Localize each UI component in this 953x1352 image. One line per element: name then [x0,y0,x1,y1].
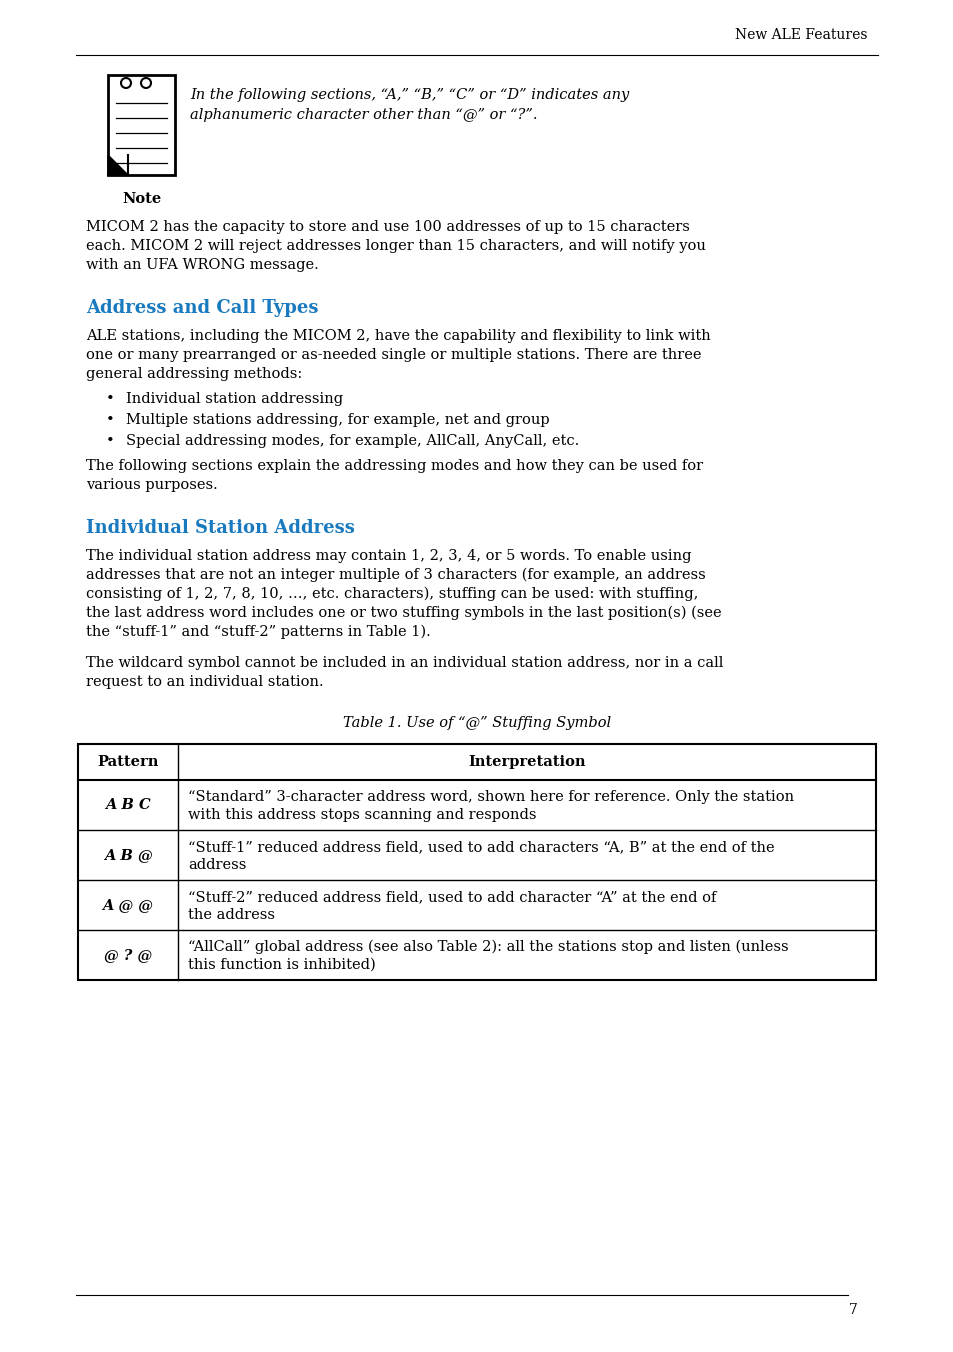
Text: address: address [188,859,246,872]
Text: each. MICOM 2 will reject addresses longer than 15 characters, and will notify y: each. MICOM 2 will reject addresses long… [86,239,705,253]
Text: •: • [106,412,114,427]
Text: A B @: A B @ [104,848,152,863]
Text: with an UFA WRONG message.: with an UFA WRONG message. [86,258,318,272]
Text: @ ? @: @ ? @ [104,948,152,963]
Bar [108,74,174,174]
Text: In the following sections, “A,” “B,” “C” or “D” indicates any: In the following sections, “A,” “B,” “C”… [190,88,629,101]
Text: A @ @: A @ @ [103,898,153,913]
Text: various purposes.: various purposes. [86,479,217,492]
Text: MICOM 2 has the capacity to store and use 100 addresses of up to 15 characters: MICOM 2 has the capacity to store and us… [86,220,689,234]
Text: request to an individual station.: request to an individual station. [86,675,323,690]
Text: “AllCall” global address (see also Table 2): all the stations stop and listen (u: “AllCall” global address (see also Table… [188,940,788,955]
Text: ALE stations, including the MICOM 2, have the capability and flexibility to link: ALE stations, including the MICOM 2, hav… [86,329,710,343]
Text: A B C: A B C [105,798,151,813]
Text: Individual station addressing: Individual station addressing [126,392,343,406]
Polygon shape [108,155,128,174]
Text: this function is inhibited): this function is inhibited) [188,959,375,972]
Text: Note: Note [122,192,161,206]
Text: •: • [106,434,114,448]
Circle shape [141,78,151,88]
Text: one or many prearranged or as-needed single or multiple stations. There are thre: one or many prearranged or as-needed sin… [86,347,700,362]
Text: consisting of 1, 2, 7, 8, 10, …, etc. characters), stuffing can be used: with st: consisting of 1, 2, 7, 8, 10, …, etc. ch… [86,587,698,602]
Text: The individual station address may contain 1, 2, 3, 4, or 5 words. To enable usi: The individual station address may conta… [86,549,691,562]
Circle shape [121,78,131,88]
Text: addresses that are not an integer multiple of 3 characters (for example, an addr: addresses that are not an integer multip… [86,568,705,583]
Text: Address and Call Types: Address and Call Types [86,299,318,316]
Text: •: • [106,392,114,406]
Text: with this address stops scanning and responds: with this address stops scanning and res… [188,808,536,822]
Text: Pattern: Pattern [97,754,158,769]
Text: the last address word includes one or two stuffing symbols in the last position(: the last address word includes one or tw… [86,606,720,621]
Text: the “stuff-1” and “stuff-2” patterns in Table 1).: the “stuff-1” and “stuff-2” patterns in … [86,625,431,639]
Text: alphanumeric character other than “@” or “?”.: alphanumeric character other than “@” or… [190,108,537,122]
Text: “Stuff-1” reduced address field, used to add characters “A, B” at the end of the: “Stuff-1” reduced address field, used to… [188,840,774,854]
Text: Multiple stations addressing, for example, net and group: Multiple stations addressing, for exampl… [126,412,549,427]
Text: Interpretation: Interpretation [468,754,585,769]
Text: New ALE Features: New ALE Features [735,28,867,42]
Text: Special addressing modes, for example, AllCall, AnyCall, etc.: Special addressing modes, for example, A… [126,434,578,448]
Text: “Standard” 3-character address word, shown here for reference. Only the station: “Standard” 3-character address word, sho… [188,790,793,804]
Text: Table 1. Use of “@” Stuffing Symbol: Table 1. Use of “@” Stuffing Symbol [342,717,611,730]
Text: 7: 7 [848,1303,857,1317]
Text: Individual Station Address: Individual Station Address [86,519,355,537]
Bar [78,744,875,980]
Text: The wildcard symbol cannot be included in an individual station address, nor in : The wildcard symbol cannot be included i… [86,656,722,671]
Text: general addressing methods:: general addressing methods: [86,366,302,381]
Text: “Stuff-2” reduced address field, used to add character “A” at the end of: “Stuff-2” reduced address field, used to… [188,890,716,904]
Text: The following sections explain the addressing modes and how they can be used for: The following sections explain the addre… [86,458,702,473]
Text: the address: the address [188,909,274,922]
